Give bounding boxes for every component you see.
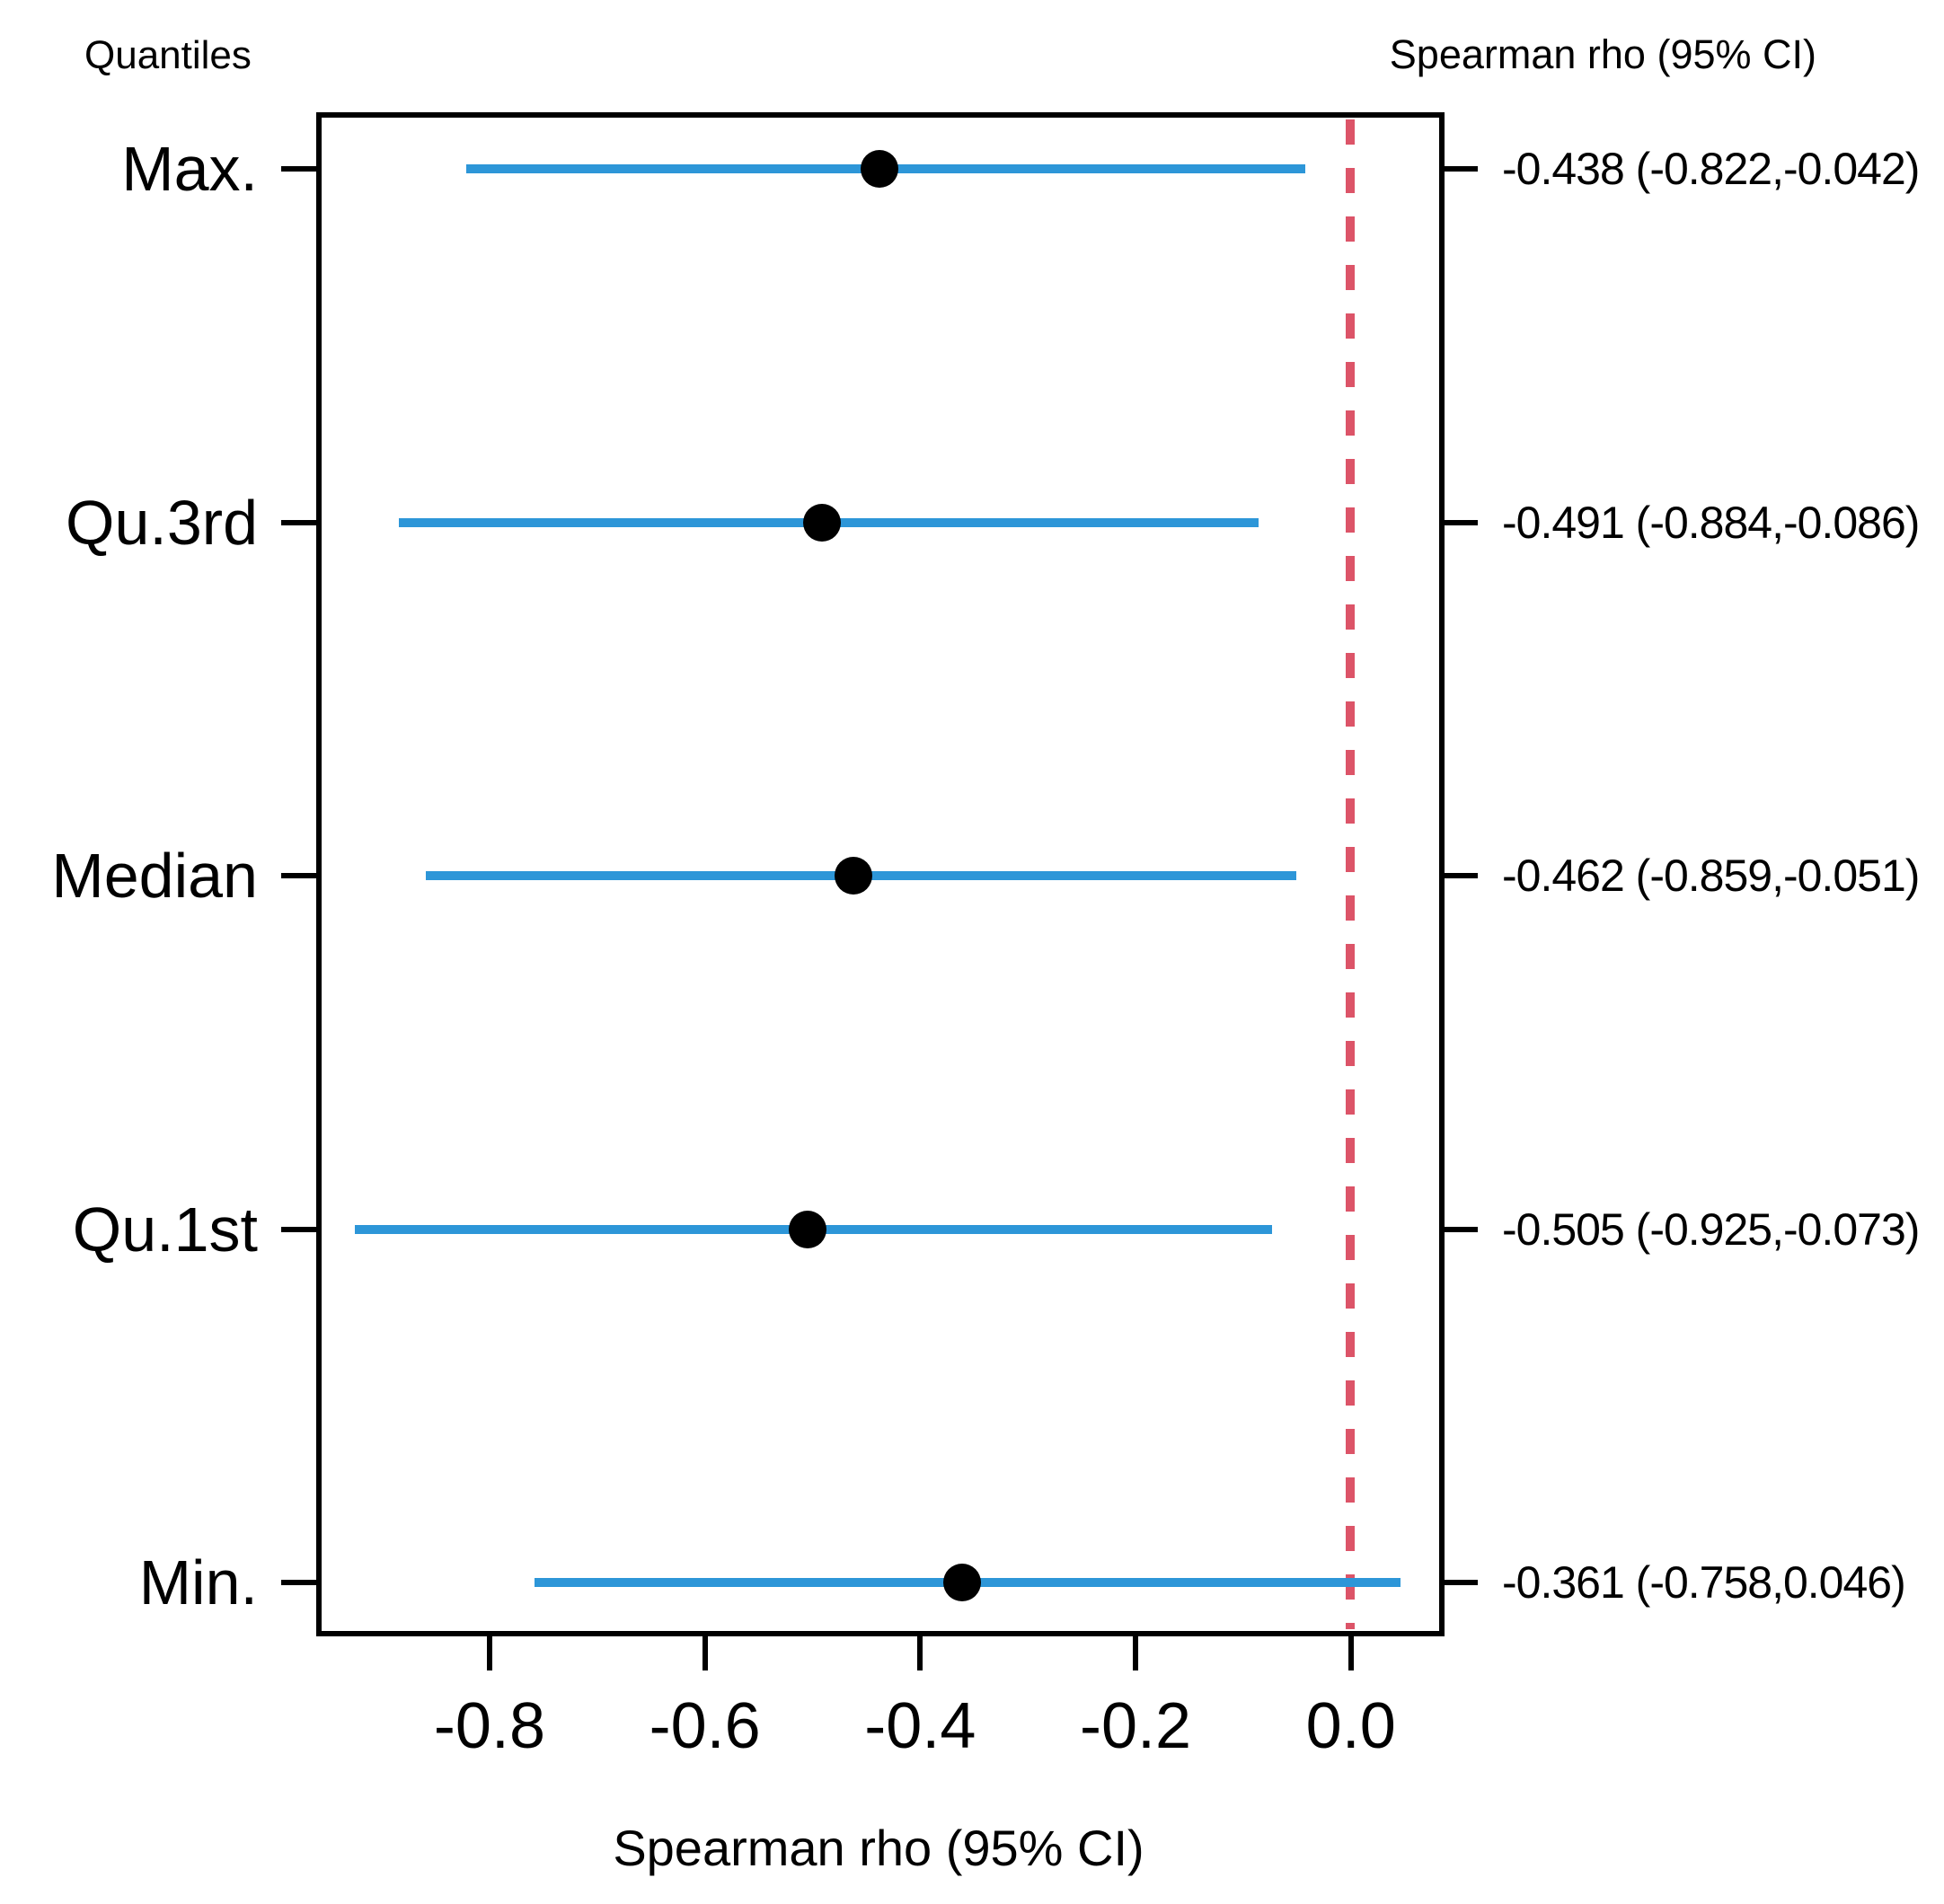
left-row-tick [281,519,316,525]
plot-frame [316,112,1445,1636]
left-row-tick [281,873,316,878]
x-axis-tick-label: -0.6 [649,1690,761,1762]
x-axis-tick-label: -0.4 [864,1690,976,1762]
left-row-tick [281,1226,316,1232]
right-row-tick [1445,166,1478,172]
x-axis-title: Spearman rho (95% CI) [613,1820,1144,1876]
right-row-tick [1445,1580,1478,1585]
x-axis-tick-label: -0.2 [1079,1690,1192,1762]
quantile-label: Max. [121,134,258,204]
estimate-value-label: -0.491 (-0.884,-0.086) [1502,497,1920,548]
x-axis-tick-label: -0.8 [433,1690,545,1762]
x-axis-tick [917,1636,923,1670]
point-estimate-dot [943,1564,982,1601]
right-column-header: Spearman rho (95% CI) [1389,31,1816,77]
x-axis-tick [1133,1636,1139,1670]
point-estimate-dot [860,150,898,188]
quantile-label: Qu.1st [72,1194,258,1265]
point-estimate-dot [788,1210,826,1248]
point-estimate-dot [835,857,873,895]
x-axis-tick-label: 0.0 [1305,1690,1396,1762]
right-row-tick [1445,1226,1478,1232]
left-column-header: Quantiles [84,33,252,77]
x-axis-tick [1348,1636,1354,1670]
x-axis-tick [702,1636,708,1670]
right-row-tick [1445,519,1478,525]
estimate-value-label: -0.462 (-0.859,-0.051) [1502,851,1920,901]
estimate-value-label: -0.505 (-0.925,-0.073) [1502,1203,1920,1255]
quantile-label: Min. [138,1547,258,1618]
left-row-tick [281,166,316,172]
quantile-label: Qu.3rd [66,487,258,558]
estimate-value-label: -0.361 (-0.758,0.046) [1502,1557,1906,1608]
estimate-value-label: -0.438 (-0.822,-0.042) [1502,144,1920,194]
zero-reference-line [1346,119,1355,1629]
left-row-tick [281,1580,316,1585]
x-axis-tick [486,1636,492,1670]
quantile-label: Median [51,841,258,911]
right-row-tick [1445,873,1478,878]
point-estimate-dot [803,503,842,542]
